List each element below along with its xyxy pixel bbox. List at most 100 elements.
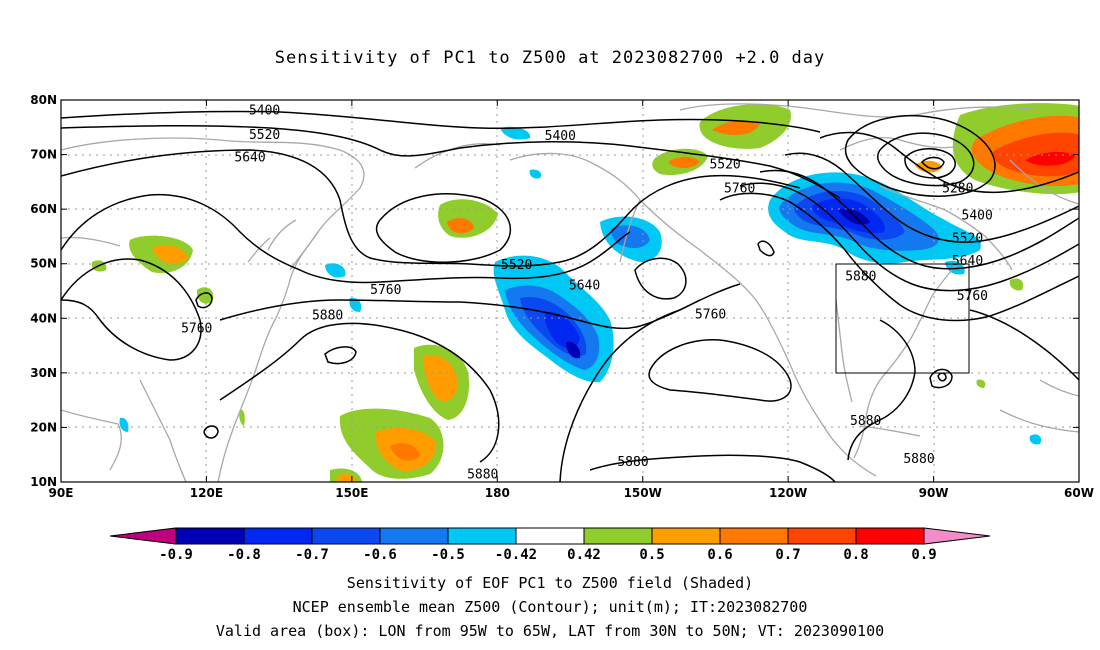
contour-label: 5520 xyxy=(501,258,532,273)
lon-tick-label: 150E xyxy=(335,486,368,500)
lon-tick-label: 120W xyxy=(769,486,807,500)
colorbar-label: -0.42 xyxy=(495,547,537,563)
contour-line xyxy=(203,425,219,439)
contour-line xyxy=(219,322,500,463)
contour-label: 5760 xyxy=(957,289,988,304)
contour-line xyxy=(847,319,916,461)
contour-line xyxy=(759,169,1079,270)
contour-label: 5880 xyxy=(845,269,876,284)
contour-label: 5880 xyxy=(617,455,648,470)
colorbar-box xyxy=(175,527,245,545)
colorbar-label: 0.6 xyxy=(707,547,732,563)
contour-label: 5400 xyxy=(249,103,280,118)
lon-tick-label: 60W xyxy=(1064,486,1094,500)
contour-line xyxy=(969,309,1079,381)
lat-tick-label: 70N xyxy=(30,148,57,162)
contour-line xyxy=(920,156,945,170)
contour-line xyxy=(757,240,775,257)
contour-label: 5760 xyxy=(724,181,755,196)
colorbar-label: 0.42 xyxy=(567,547,601,563)
colorbar-box xyxy=(447,527,517,545)
contour-label: 5640 xyxy=(952,254,983,269)
shade-positive xyxy=(423,355,458,402)
colorbar-box xyxy=(311,527,381,545)
shade-negative xyxy=(500,126,531,140)
colorbar-label: -0.7 xyxy=(295,547,329,563)
lon-tick-label: 150W xyxy=(624,486,662,500)
lon-tick-label: 180 xyxy=(485,486,510,500)
lat-tick-label: 60N xyxy=(30,202,57,216)
valid-area-box xyxy=(835,263,970,374)
contour-label: 5400 xyxy=(962,209,993,224)
colorbar-over-triangle xyxy=(923,527,991,545)
colorbar-label: 0.7 xyxy=(775,547,800,563)
contour-label: 5760 xyxy=(181,322,212,337)
shade-positive xyxy=(152,245,188,264)
contour-label: 5520 xyxy=(249,128,280,143)
caption-shading: Sensitivity of EOF PC1 to Z500 field (Sh… xyxy=(346,574,754,592)
contour-line xyxy=(375,193,511,263)
shade-negative xyxy=(611,225,650,249)
map-frame xyxy=(60,99,1080,483)
contour-line xyxy=(719,192,1079,322)
contour-line xyxy=(195,292,213,309)
z500-contours xyxy=(61,110,1079,482)
contour-labels: 5400 5520 5640 5400 5520 5760 5280 5400 5520 5640… xyxy=(181,103,993,482)
shade-positive xyxy=(239,409,245,426)
lon-tick-label: 90E xyxy=(49,486,74,500)
colorbar-label: -0.6 xyxy=(363,547,397,563)
contour-line xyxy=(61,193,631,284)
contour-line xyxy=(61,124,841,199)
contour-line xyxy=(61,149,801,267)
shading-layer xyxy=(91,103,1079,482)
lat-tick-label: 10N xyxy=(30,475,57,489)
contour-label: 5880 xyxy=(467,467,498,482)
contour-line xyxy=(937,372,947,382)
colorbar-box xyxy=(515,527,585,545)
lon-tick-label: 120E xyxy=(190,486,223,500)
colorbar-box xyxy=(583,527,653,545)
colorbar-box xyxy=(243,527,313,545)
shade-negative xyxy=(529,169,542,179)
contour-line xyxy=(559,283,741,482)
shade-positive xyxy=(447,218,474,234)
contour-line xyxy=(876,132,975,187)
caption-valid-area: Valid area (box): LON from 95W to 65W, L… xyxy=(215,622,885,640)
contour-line xyxy=(589,454,836,482)
contour-line xyxy=(61,110,821,133)
contour-label: 5880 xyxy=(850,414,881,429)
contour-label: 5640 xyxy=(569,279,600,294)
shade-negative xyxy=(1029,434,1042,445)
colorbar-box xyxy=(379,527,449,545)
shade-positive xyxy=(668,156,700,168)
shade-positive xyxy=(438,199,498,238)
latitude-axis: 80N 70N 60N 50N 40N 30N 20N 10N xyxy=(30,93,1079,489)
contour-line xyxy=(648,339,792,402)
contour-label: 5760 xyxy=(370,283,401,298)
lat-tick-label: 50N xyxy=(30,257,57,271)
lon-tick-label: 90W xyxy=(919,486,949,500)
contour-line xyxy=(219,299,701,330)
colorbar-under-triangle xyxy=(109,527,177,545)
colorbar-box xyxy=(651,527,721,545)
sensitivity-map: 5400 5520 5640 5400 5520 5760 5280 5400 5520 5640… xyxy=(30,93,1094,563)
contour-label: 5520 xyxy=(709,157,740,172)
shade-positive xyxy=(390,443,420,461)
contour-line xyxy=(634,257,687,300)
contour-label: 5880 xyxy=(312,309,343,324)
contour-label: 5520 xyxy=(952,232,983,247)
coastlines xyxy=(61,103,1079,482)
colorbar-label: -0.9 xyxy=(159,547,193,563)
colorbar-box xyxy=(719,527,789,545)
caption-contour: NCEP ensemble mean Z500 (Contour); unit(… xyxy=(292,598,808,616)
colorbar-label: -0.8 xyxy=(227,547,261,563)
shade-negative xyxy=(119,417,129,432)
contour-line xyxy=(904,148,956,179)
colorbar-label: 0.8 xyxy=(843,547,868,563)
colorbar-box xyxy=(855,527,925,545)
lat-tick-label: 30N xyxy=(30,366,57,380)
contour-label: 5640 xyxy=(234,150,265,165)
contour-line xyxy=(61,258,202,361)
map-title: Sensitivity of PC1 to Z500 at 2023082700… xyxy=(274,48,826,68)
shade-negative xyxy=(349,297,362,312)
